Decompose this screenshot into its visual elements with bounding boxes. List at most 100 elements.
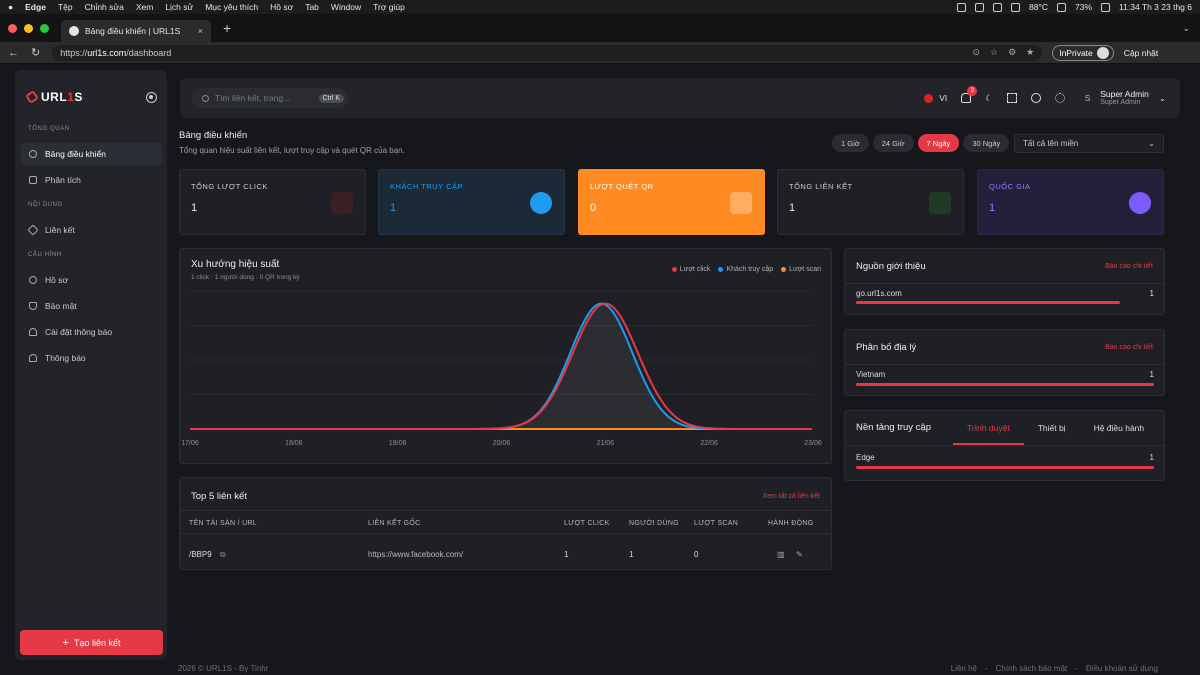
dark-mode-moon-icon[interactable]: ☾ xyxy=(985,92,993,103)
footer-link-terms[interactable]: Điều khoản sử dụng xyxy=(1085,664,1158,673)
range-1h-button[interactable]: 1 Giờ xyxy=(832,134,869,152)
performance-chart: 17/06 18/06 19/06 20/06 21/06 22/06 23/06 xyxy=(181,290,822,447)
settings-gear-icon[interactable] xyxy=(1030,93,1041,103)
column-header: LIÊN KẾT GỐC xyxy=(368,520,421,527)
range-7d-button[interactable]: 7 Ngày xyxy=(917,134,960,152)
sidebar-item-analytics[interactable]: Phân tích xyxy=(21,169,162,191)
avatar xyxy=(1096,46,1109,59)
sidebar-item-notifications[interactable]: Thông báo xyxy=(21,347,162,369)
minimize-window-button[interactable] xyxy=(24,23,33,33)
url-field[interactable]: https://url1s.com/dashboard ⊙ ☆ ⚙ ★ xyxy=(52,44,1043,61)
edit-icon[interactable]: ✎ xyxy=(796,550,803,559)
status-icon[interactable] xyxy=(957,2,967,12)
sidebar-item-security[interactable]: Bảo mật xyxy=(21,295,162,317)
referrers-title: Nguồn giới thiệu xyxy=(856,261,926,272)
menu-profile[interactable]: Hồ sơ xyxy=(270,2,294,12)
tab-os[interactable]: Hệ điều hành xyxy=(1093,423,1145,433)
zoom-window-button[interactable] xyxy=(40,23,49,33)
menu-history[interactable]: Lịch sử xyxy=(165,2,194,12)
stat-card-total-clicks: TỔNG LƯỢT CLICK 1 xyxy=(179,169,366,235)
battery-readout[interactable]: 73% xyxy=(1075,2,1093,12)
search-input[interactable]: Tìm liên kết, trang... Ctrl K xyxy=(192,88,348,108)
sidebar-item-dashboard[interactable]: Bảng điều khiển xyxy=(21,143,162,165)
menu-view[interactable]: Xem xyxy=(135,2,154,12)
browser-tab[interactable]: Bảng điều khiển | URL1S × xyxy=(61,20,211,42)
logo[interactable]: URL1S xyxy=(25,90,83,104)
status-icon[interactable] xyxy=(993,2,1003,12)
tab-browser[interactable]: Trình duyệt xyxy=(953,411,1024,445)
back-icon[interactable]: ← xyxy=(8,46,19,59)
geo-report-link[interactable]: Báo cáo chi tiết xyxy=(1105,344,1153,351)
reload-icon[interactable]: ↻ xyxy=(31,47,41,59)
sidebar-item-label: Thông báo xyxy=(45,353,86,363)
control-center-icon[interactable] xyxy=(1101,2,1111,12)
menu-window[interactable]: Window xyxy=(330,2,362,12)
legend-item-visitors[interactable]: Khách truy cập xyxy=(718,266,773,273)
x-tick-label: 23/06 xyxy=(804,440,822,447)
referrers-report-link[interactable]: Báo cáo chi tiết xyxy=(1105,263,1153,270)
globe-icon xyxy=(1129,192,1151,214)
inprivate-badge[interactable]: InPrivate xyxy=(1052,44,1114,61)
new-tab-button[interactable]: + xyxy=(223,20,232,36)
url-domain: url1s.com xyxy=(87,47,127,58)
platform-value: 1 xyxy=(1149,453,1154,462)
footer-link-contact[interactable]: Liên hệ xyxy=(950,664,977,673)
range-24h-button[interactable]: 24 Giờ xyxy=(872,134,914,152)
close-window-button[interactable] xyxy=(8,23,17,33)
stat-value: 1 xyxy=(390,202,397,214)
wifi-icon[interactable] xyxy=(1057,2,1067,12)
link-clicks: 1 xyxy=(564,550,569,559)
favorite-star-icon[interactable]: ☆ xyxy=(989,47,999,57)
fullscreen-icon[interactable] xyxy=(1006,93,1017,103)
sidebar-item-profile[interactable]: Hồ sơ xyxy=(21,269,162,291)
sidebar-item-label: Bảo mật xyxy=(45,301,77,311)
status-icon[interactable] xyxy=(1011,2,1021,12)
user-menu[interactable]: S Super Admin Super Admin ⌄ xyxy=(1085,90,1166,107)
legend-item-clicks[interactable]: Lượt click xyxy=(671,266,710,273)
footer-link-privacy[interactable]: Chính sách bảo mật xyxy=(995,664,1068,673)
sidebar-toggle-icon[interactable] xyxy=(146,92,157,103)
platform-label: Edge xyxy=(856,453,875,462)
create-link-button[interactable]: + Tạo liên kết xyxy=(20,630,163,655)
sidebar-item-notification-settings[interactable]: Cài đặt thông báo xyxy=(21,321,162,343)
domain-select[interactable]: Tất cả tên miền ⌄ xyxy=(1014,134,1164,153)
language-switcher[interactable]: VI xyxy=(924,93,947,104)
apple-icon[interactable]: ● xyxy=(8,2,14,12)
menu-file[interactable]: Tệp xyxy=(57,2,73,12)
update-button[interactable]: Cập nhật xyxy=(1123,47,1159,58)
legend-item-scans[interactable]: Lượt scan xyxy=(781,266,821,273)
bell-settings-icon xyxy=(29,328,37,336)
temperature-readout[interactable]: 88°C xyxy=(1029,2,1049,12)
extensions-icon[interactable]: ⚙ xyxy=(1008,47,1017,57)
stat-label: TỔNG LƯỢT CLICK xyxy=(191,182,268,191)
link-original-url[interactable]: https://www.facebook.com/ xyxy=(368,550,464,559)
menu-help[interactable]: Trợ giúp xyxy=(373,2,405,12)
favicon-icon xyxy=(69,26,79,36)
app-menu[interactable]: Edge xyxy=(25,2,46,12)
sidebar-item-links[interactable]: Liên kết xyxy=(21,219,162,241)
stats-icon[interactable]: ▥ xyxy=(777,550,785,559)
menu-favorites[interactable]: Mục yêu thích xyxy=(205,2,259,12)
tab-device[interactable]: Thiết bị xyxy=(1037,423,1066,433)
users-icon xyxy=(530,192,552,214)
favorites-icon[interactable]: ★ xyxy=(1026,47,1035,57)
x-tick-label: 21/06 xyxy=(597,440,615,447)
copy-icon[interactable]: ⧉ xyxy=(219,550,226,559)
menu-edit[interactable]: Chỉnh sửa xyxy=(84,2,124,12)
notifications-bell-icon[interactable]: 3 xyxy=(961,86,978,103)
tab-list-chevron-icon[interactable]: ⌄ xyxy=(1182,22,1190,33)
notification-count-badge: 3 xyxy=(967,86,978,96)
link-slug[interactable]: /BBP9 ⧉ xyxy=(189,550,226,559)
menu-tab[interactable]: Tab xyxy=(305,2,319,12)
status-icon[interactable] xyxy=(975,2,985,12)
reader-icon[interactable]: ⊙ xyxy=(972,47,980,57)
clock[interactable]: 11:34 Th 3 23 thg 6 xyxy=(1119,2,1192,12)
range-30d-button[interactable]: 30 Ngày xyxy=(963,134,1010,152)
view-all-links-link[interactable]: Xem tất cả liên kết xyxy=(762,493,820,500)
palette-icon[interactable] xyxy=(1054,93,1065,103)
area-fill xyxy=(190,303,813,429)
section-settings: CẤU HÌNH xyxy=(28,252,62,258)
close-tab-icon[interactable]: × xyxy=(197,26,203,36)
url-path: /dashboard xyxy=(126,47,172,58)
user-name: Super Admin xyxy=(1100,88,1149,99)
